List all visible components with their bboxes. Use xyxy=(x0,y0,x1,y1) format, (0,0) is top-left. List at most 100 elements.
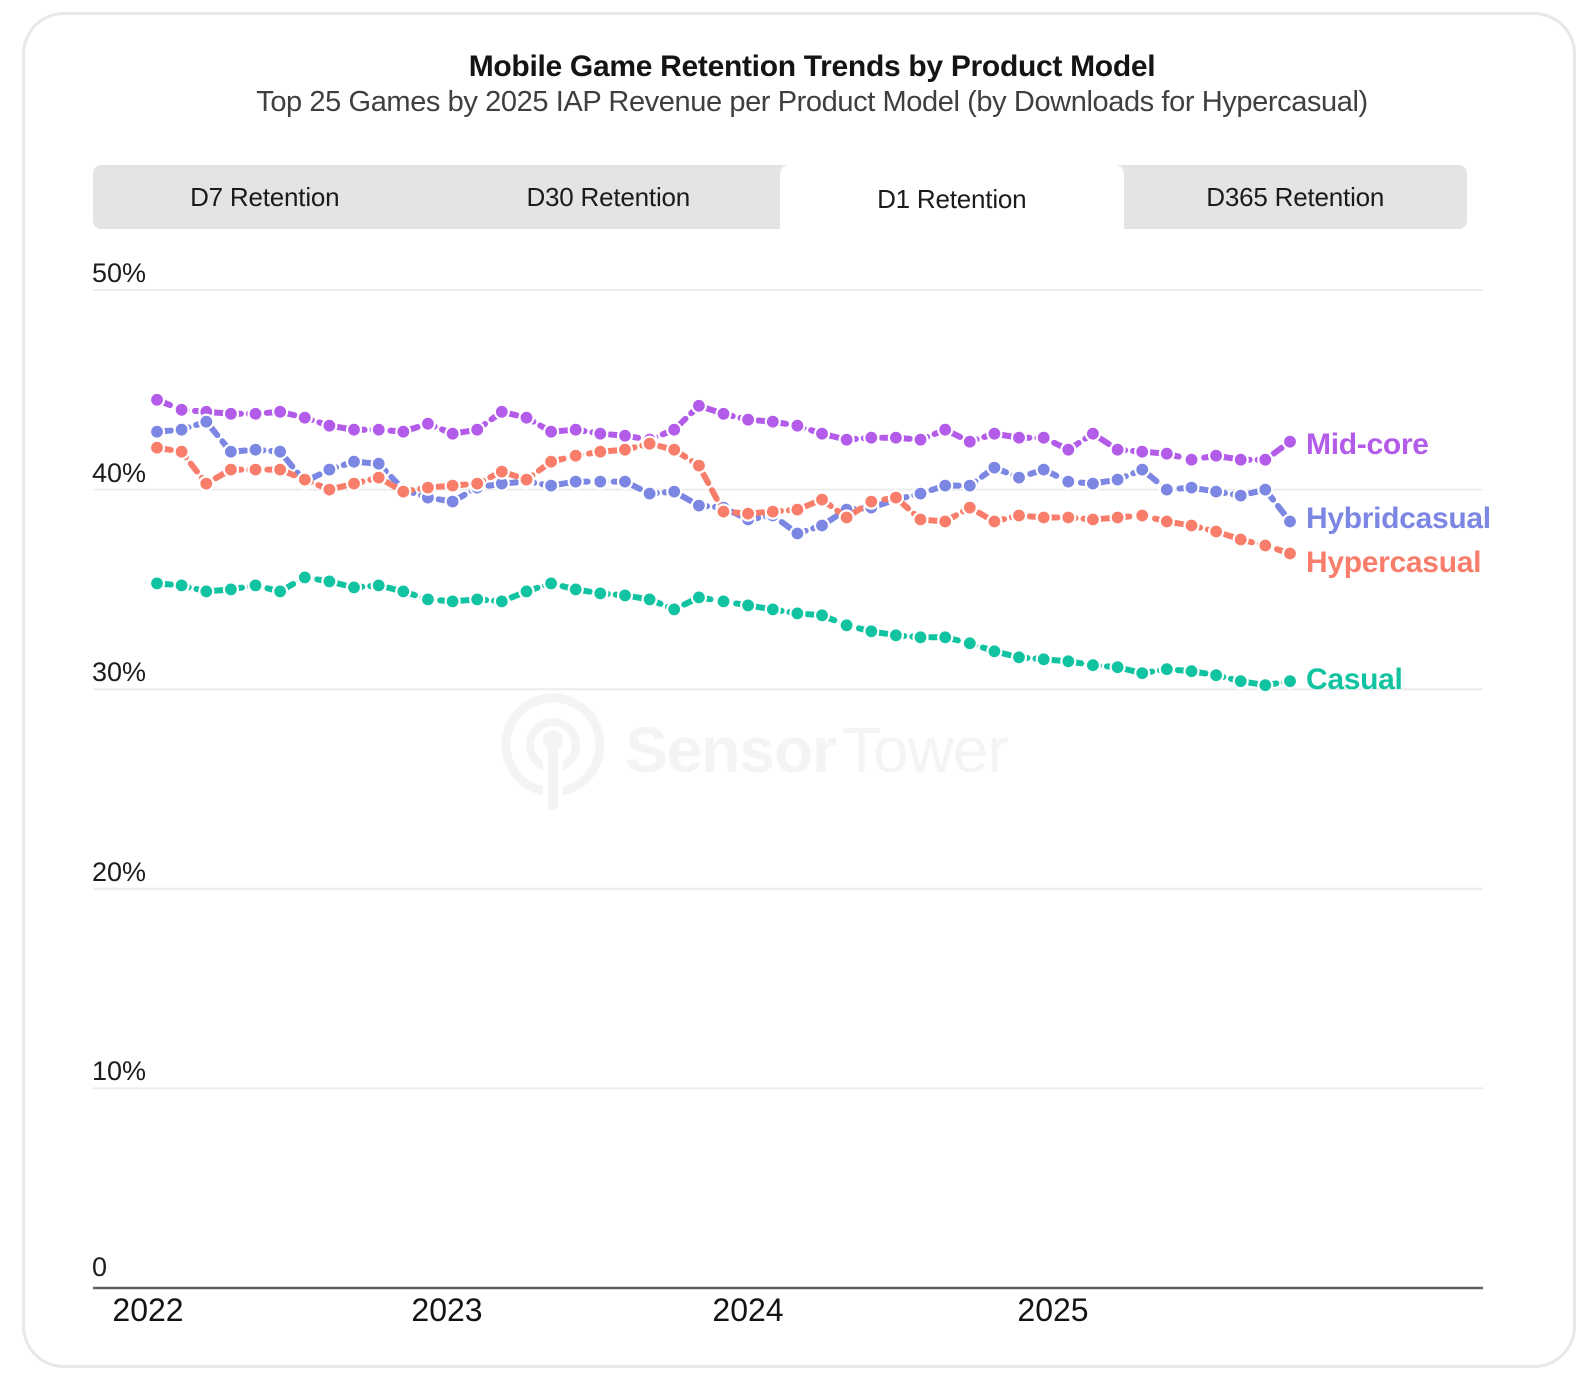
data-point xyxy=(1158,481,1175,498)
data-point xyxy=(666,421,683,438)
data-point xyxy=(1207,483,1225,500)
data-point xyxy=(247,441,264,458)
legend-label-hypercasual: Hypercasual xyxy=(1306,546,1482,579)
data-point xyxy=(1281,513,1299,530)
tab-d1-retention[interactable]: D1 Retention xyxy=(780,165,1124,233)
data-point xyxy=(272,403,289,420)
data-point xyxy=(961,433,978,450)
data-point xyxy=(715,405,732,422)
data-point xyxy=(887,627,905,644)
data-point xyxy=(542,453,560,470)
data-point xyxy=(641,485,658,502)
data-point xyxy=(690,497,708,514)
data-point xyxy=(863,429,880,446)
y-tick-30: 30% xyxy=(92,657,147,687)
legend-label-hybridcasual: Hybridcasual xyxy=(1306,502,1491,535)
data-point xyxy=(296,471,313,488)
series-mid-core xyxy=(148,391,1299,468)
data-point xyxy=(1134,461,1151,478)
data-point xyxy=(444,493,461,510)
data-point xyxy=(912,511,929,528)
data-point xyxy=(370,577,387,594)
retention-tab-bar: D7 Retention D30 Retention D1 Retention … xyxy=(93,165,1467,233)
data-point xyxy=(222,581,239,598)
data-point xyxy=(395,483,412,500)
data-point xyxy=(1084,657,1102,674)
data-point xyxy=(148,575,166,592)
data-point xyxy=(863,493,880,510)
data-point xyxy=(592,585,609,602)
data-point xyxy=(789,525,806,542)
y-tick-20: 20% xyxy=(92,857,147,887)
data-point xyxy=(1109,441,1126,458)
data-point xyxy=(148,439,166,456)
data-point xyxy=(321,417,338,434)
data-point xyxy=(690,457,708,474)
data-point xyxy=(395,423,412,440)
data-point xyxy=(912,629,929,646)
data-point xyxy=(345,475,363,492)
data-point xyxy=(616,441,634,458)
data-point xyxy=(198,583,215,600)
data-point xyxy=(739,597,757,614)
data-point xyxy=(592,443,609,460)
data-point xyxy=(1109,509,1126,526)
data-point xyxy=(247,577,264,594)
tab-d365-retention[interactable]: D365 Retention xyxy=(1206,181,1385,212)
data-point xyxy=(1010,469,1028,486)
data-point xyxy=(641,591,658,608)
legend-label-mid-core: Mid-core xyxy=(1306,428,1429,461)
data-point xyxy=(247,405,264,422)
data-point xyxy=(1158,661,1175,678)
series-hybridcasual xyxy=(148,413,1299,542)
data-point xyxy=(1134,443,1151,460)
data-point xyxy=(518,471,535,488)
data-point xyxy=(542,477,560,494)
sensortower-watermark: SensorTower xyxy=(497,690,1009,810)
x-tick-2023: 2023 xyxy=(411,1292,483,1328)
series-casual xyxy=(148,569,1299,694)
data-point xyxy=(419,591,436,608)
data-point xyxy=(1109,471,1126,488)
data-point xyxy=(419,479,436,496)
data-point xyxy=(345,579,363,596)
data-point xyxy=(444,593,461,610)
tab-d30-retention[interactable]: D30 Retention xyxy=(526,181,691,212)
data-point xyxy=(1010,649,1028,666)
data-point xyxy=(222,443,239,460)
data-point xyxy=(666,441,683,458)
data-point xyxy=(222,405,239,422)
data-point xyxy=(222,461,239,478)
data-point xyxy=(690,589,708,606)
data-point xyxy=(395,583,412,600)
data-point xyxy=(986,513,1003,530)
data-point xyxy=(813,425,831,442)
data-point xyxy=(1232,673,1249,690)
data-point xyxy=(1010,429,1028,446)
data-point xyxy=(764,413,781,430)
tab-d7-retention[interactable]: D7 Retention xyxy=(190,181,340,212)
data-point xyxy=(641,435,658,452)
data-point xyxy=(518,583,535,600)
data-point xyxy=(912,485,929,502)
series-layer xyxy=(148,391,1299,694)
data-point xyxy=(567,473,584,490)
data-point xyxy=(370,469,387,486)
sensortower-logo-icon xyxy=(501,693,605,810)
legend-label-casual: Casual xyxy=(1306,663,1403,696)
data-point xyxy=(887,489,905,506)
data-point xyxy=(1010,507,1028,524)
data-point xyxy=(1232,531,1249,548)
y-tick-40: 40% xyxy=(92,458,147,488)
data-point xyxy=(616,427,634,444)
data-point xyxy=(961,635,978,652)
x-tick-2025: 2025 xyxy=(1017,1292,1089,1328)
data-point xyxy=(272,461,289,478)
data-point xyxy=(937,629,954,646)
data-point xyxy=(1257,677,1274,694)
data-point xyxy=(986,459,1003,476)
data-point xyxy=(715,503,732,520)
data-point xyxy=(247,461,264,478)
data-point xyxy=(1281,545,1299,562)
